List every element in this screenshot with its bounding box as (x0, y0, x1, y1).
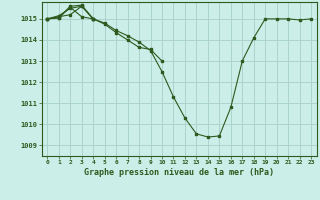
X-axis label: Graphe pression niveau de la mer (hPa): Graphe pression niveau de la mer (hPa) (84, 168, 274, 177)
